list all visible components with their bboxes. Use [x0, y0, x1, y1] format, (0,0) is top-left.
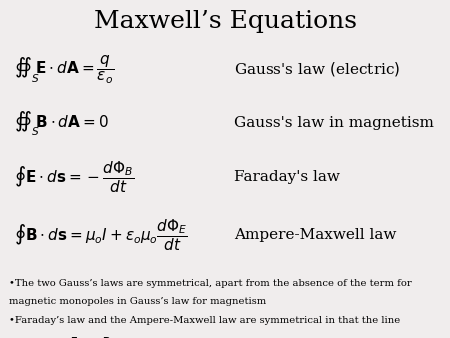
Text: Gauss's law $($electric$)$: Gauss's law $($electric$)$	[234, 60, 400, 78]
Text: integrals of $\mathbf{E}$ and $\mathbf{B}$ around a closed path are related to t: integrals of $\mathbf{E}$ and $\mathbf{B…	[9, 335, 404, 338]
Text: •The two Gauss’s laws are symmetrical, apart from the absence of the term for: •The two Gauss’s laws are symmetrical, a…	[9, 279, 412, 288]
Text: Faraday's law: Faraday's law	[234, 170, 340, 185]
Text: Gauss's law in magnetism: Gauss's law in magnetism	[234, 116, 434, 130]
Text: Maxwell’s Equations: Maxwell’s Equations	[94, 10, 356, 33]
Text: $\oint \mathbf{E} \cdot d\mathbf{s} = -\dfrac{d\Phi_B}{dt}$: $\oint \mathbf{E} \cdot d\mathbf{s} = -\…	[14, 160, 134, 195]
Text: $\oint \mathbf{B} \cdot d\mathbf{s} = \mu_o I + \varepsilon_o\mu_o \dfrac{d\Phi_: $\oint \mathbf{B} \cdot d\mathbf{s} = \m…	[14, 217, 188, 252]
Text: Ampere-Maxwell law: Ampere-Maxwell law	[234, 228, 396, 242]
Text: magnetic monopoles in Gauss’s law for magnetism: magnetic monopoles in Gauss’s law for ma…	[9, 297, 266, 307]
Text: •Faraday’s law and the Ampere-Maxwell law are symmetrical in that the line: •Faraday’s law and the Ampere-Maxwell la…	[9, 316, 400, 325]
Text: $\oiint_S\!\mathbf{B} \cdot d\mathbf{A} = 0$: $\oiint_S\!\mathbf{B} \cdot d\mathbf{A} …	[14, 109, 108, 138]
Text: $\oiint_S\!\mathbf{E} \cdot d\mathbf{A} = \dfrac{q}{\varepsilon_o}$: $\oiint_S\!\mathbf{E} \cdot d\mathbf{A} …	[14, 53, 113, 86]
